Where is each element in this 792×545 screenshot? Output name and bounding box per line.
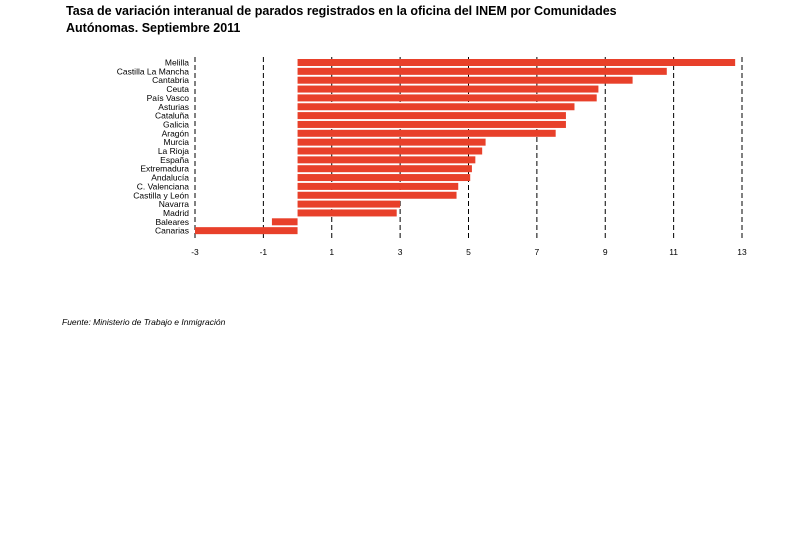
bar xyxy=(297,165,472,173)
category-label: Aragón xyxy=(162,128,190,138)
source-note: Fuente: Ministerio de Trabajo e Inmigrac… xyxy=(62,317,226,327)
x-tick-label: -1 xyxy=(260,247,268,257)
category-label: Extremadura xyxy=(140,164,189,174)
category-label: Castilla La Mancha xyxy=(117,66,190,76)
bar xyxy=(271,218,298,226)
category-label: La Rioja xyxy=(158,146,189,156)
category-label: Cantabria xyxy=(152,75,189,85)
category-label: Canarias xyxy=(155,226,189,236)
category-label: Ceuta xyxy=(166,84,189,94)
category-label: Andalucía xyxy=(151,173,189,183)
bar xyxy=(297,200,401,208)
category-label: Baleares xyxy=(155,217,189,227)
x-tick-label: 9 xyxy=(603,247,608,257)
x-tick-label: 13 xyxy=(737,247,747,257)
x-tick-label: 3 xyxy=(398,247,403,257)
category-label: C. Valenciana xyxy=(137,181,190,191)
bar xyxy=(195,227,298,235)
bar xyxy=(297,76,633,84)
bar xyxy=(297,67,667,75)
bars xyxy=(195,59,736,235)
bar xyxy=(297,138,486,146)
bar xyxy=(297,112,566,120)
category-label: Navarra xyxy=(159,199,190,209)
x-tick-label: 5 xyxy=(466,247,471,257)
x-tick-label: 7 xyxy=(535,247,540,257)
bar xyxy=(297,209,397,217)
bar xyxy=(297,182,459,190)
bar xyxy=(297,147,483,155)
bar xyxy=(297,129,556,137)
bar xyxy=(297,191,457,199)
chart-title: Tasa de variación interanual de parados … xyxy=(66,4,617,35)
x-tick-label: -3 xyxy=(191,247,199,257)
bar xyxy=(297,59,736,66)
bar xyxy=(297,120,566,128)
category-label: Galicia xyxy=(163,119,189,129)
category-label: Murcia xyxy=(163,137,189,147)
category-label: Cataluña xyxy=(155,111,189,121)
category-label: Castilla y León xyxy=(133,190,189,200)
bar xyxy=(297,156,476,164)
x-tick-label: 1 xyxy=(329,247,334,257)
category-label: País Vasco xyxy=(147,93,190,103)
x-tick-label: 11 xyxy=(669,247,678,257)
bar xyxy=(297,85,599,93)
bar xyxy=(297,94,597,102)
category-label: Melilla xyxy=(165,58,189,68)
bar xyxy=(297,103,575,111)
category-label: Asturias xyxy=(158,102,189,112)
bar xyxy=(297,174,471,182)
category-label: Madrid xyxy=(163,208,189,218)
x-axis-ticks: -3 -1 1 3 5 7 9 11 13 xyxy=(191,247,747,257)
category-label: España xyxy=(160,155,189,165)
